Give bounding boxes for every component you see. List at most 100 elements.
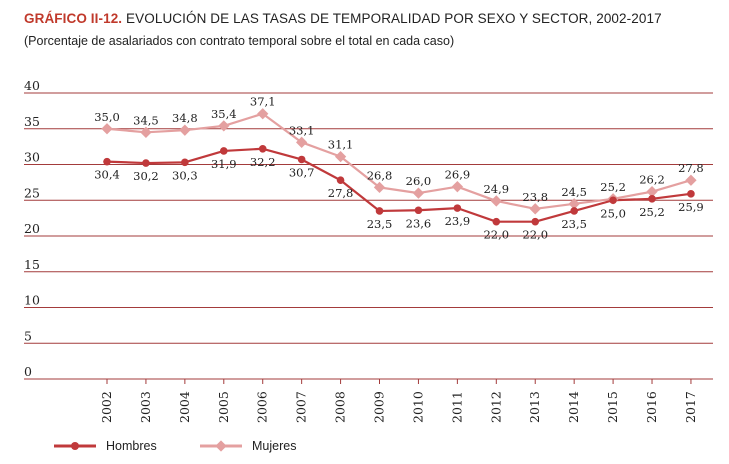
hombres-label-2007: 30,7 [289, 165, 315, 179]
x-tick-label-2005: 2005 [216, 391, 231, 423]
hombres-label-2005: 31,9 [211, 157, 237, 171]
hombres-point-2006 [258, 144, 267, 153]
hombres-point-2010 [414, 206, 423, 215]
mujeres-point-2017 [685, 174, 697, 186]
mujeres-point-2016 [646, 186, 658, 198]
mujeres-label-2015: 25,2 [600, 180, 626, 194]
mujeres-label-2003: 34,5 [133, 113, 159, 127]
hombres-label-2015: 25,0 [600, 206, 626, 220]
mujeres-label-2008: 31,1 [328, 138, 354, 152]
x-tick-label-2002: 2002 [99, 391, 114, 423]
mujeres-point-2004 [179, 124, 191, 136]
chart-title: GRÁFICO II-12. EVOLUCIÓN DE LAS TASAS DE… [24, 11, 662, 26]
hombres-label-2009: 23,5 [367, 217, 393, 231]
hombres-point-2005 [219, 147, 228, 155]
hombres-label-2011: 23,9 [445, 214, 471, 228]
chart-title-text: EVOLUCIÓN DE LAS TASAS DE TEMPORALIDAD P… [126, 11, 662, 26]
hombres-point-2017 [687, 190, 695, 198]
x-tick-label-2015: 2015 [605, 391, 620, 423]
legend-hombres-swatch [54, 442, 96, 450]
mujeres-label-2002: 35,0 [94, 110, 120, 124]
hombres-label-2004: 30,3 [172, 168, 198, 182]
legend-mujeres: Mujeres [198, 437, 296, 455]
x-tick-label-2014: 2014 [566, 391, 581, 423]
x-tick-label-2013: 2013 [527, 391, 542, 423]
mujeres-label-2004: 34,8 [172, 111, 198, 125]
mujeres-label-2009: 26,8 [367, 168, 393, 182]
mujeres-label-2007: 33,1 [289, 123, 315, 137]
y-tick-label-20: 20 [24, 221, 40, 236]
mujeres-point-2013 [529, 203, 541, 215]
mujeres-point-2007 [295, 136, 308, 148]
y-tick-label-15: 15 [24, 257, 40, 272]
mujeres-point-2011 [451, 181, 464, 193]
chart-number: GRÁFICO II-12. [24, 11, 123, 26]
hombres-label-2002: 30,4 [94, 168, 120, 182]
y-tick-label-40: 40 [24, 78, 40, 93]
y-tick-label-25: 25 [24, 185, 40, 200]
legend-hombres-label: Hombres [106, 439, 157, 453]
mujeres-point-2010 [412, 187, 425, 199]
x-tick-label-2008: 2008 [333, 391, 348, 423]
mujeres-point-2008 [334, 150, 347, 163]
y-tick-label-10: 10 [24, 293, 40, 308]
legend-mujeres-swatch [200, 440, 242, 452]
mujeres-label-2006: 37,1 [250, 95, 276, 109]
legend-hombres: Hombres [52, 437, 157, 455]
hombres-label-2016: 25,2 [639, 205, 665, 219]
y-tick-label-35: 35 [24, 114, 40, 129]
hombres-label-2006: 32,2 [250, 155, 276, 169]
mujeres-point-2009 [373, 181, 386, 194]
hombres-point-2013 [531, 217, 540, 226]
mujeres-label-2014: 24,5 [561, 185, 587, 199]
x-tick-label-2012: 2012 [488, 391, 503, 423]
y-tick-label-5: 5 [24, 328, 32, 343]
series-line-hombres [106, 147, 692, 223]
hombres-point-2015 [609, 196, 617, 205]
mujeres-point-2002 [101, 123, 113, 135]
hombres-label-2013: 22,0 [522, 228, 548, 242]
series-line-mujeres [106, 112, 692, 210]
x-tick-label-2016: 2016 [644, 391, 659, 423]
mujeres-label-2012: 24,9 [483, 182, 509, 196]
y-tick-label-30: 30 [24, 150, 40, 165]
x-tick-label-2004: 2004 [177, 391, 192, 423]
hombres-point-2004 [181, 158, 189, 167]
x-tick-label-2007: 2007 [294, 391, 309, 423]
hombres-point-2007 [297, 155, 306, 164]
hombres-point-2008 [336, 176, 345, 185]
hombres-point-2002 [103, 157, 111, 166]
x-tick-label-2009: 2009 [372, 391, 387, 423]
mujeres-point-2012 [490, 195, 502, 207]
mujeres-point-2005 [218, 120, 230, 132]
hombres-point-2014 [570, 207, 578, 215]
x-tick-label-2011: 2011 [449, 391, 464, 423]
legend-mujeres-label: Mujeres [252, 439, 297, 453]
x-tick-label-2003: 2003 [138, 391, 153, 423]
hombres-label-2017: 25,9 [678, 200, 704, 214]
x-tick-label-2010: 2010 [410, 391, 425, 423]
x-tick-label-2017: 2017 [683, 391, 698, 423]
hombres-label-2010: 23,6 [406, 216, 432, 230]
hombres-label-2014: 23,5 [561, 217, 587, 231]
mujeres-label-2013: 23,8 [522, 190, 548, 204]
hombres-label-2003: 30,2 [133, 169, 159, 183]
hombres-point-2011 [453, 204, 462, 212]
hombres-label-2012: 22,0 [483, 228, 509, 242]
mujeres-label-2016: 26,2 [639, 173, 665, 187]
hombres-label-2008: 27,8 [328, 186, 354, 200]
hombres-point-2012 [492, 217, 501, 226]
x-tick-label-2006: 2006 [255, 391, 270, 423]
mujeres-label-2010: 26,0 [406, 174, 432, 188]
mujeres-point-2003 [140, 126, 152, 138]
mujeres-point-2014 [568, 198, 580, 210]
y-tick-label-0: 0 [24, 364, 32, 379]
mujeres-label-2011: 26,9 [445, 168, 471, 182]
hombres-point-2009 [375, 207, 384, 215]
chart-subtitle: (Porcentaje de asalariados con contrato … [24, 34, 455, 48]
mujeres-label-2017: 27,8 [678, 161, 704, 175]
mujeres-label-2005: 35,4 [211, 107, 237, 121]
hombres-point-2003 [142, 159, 150, 167]
hombres-point-2016 [648, 195, 656, 203]
